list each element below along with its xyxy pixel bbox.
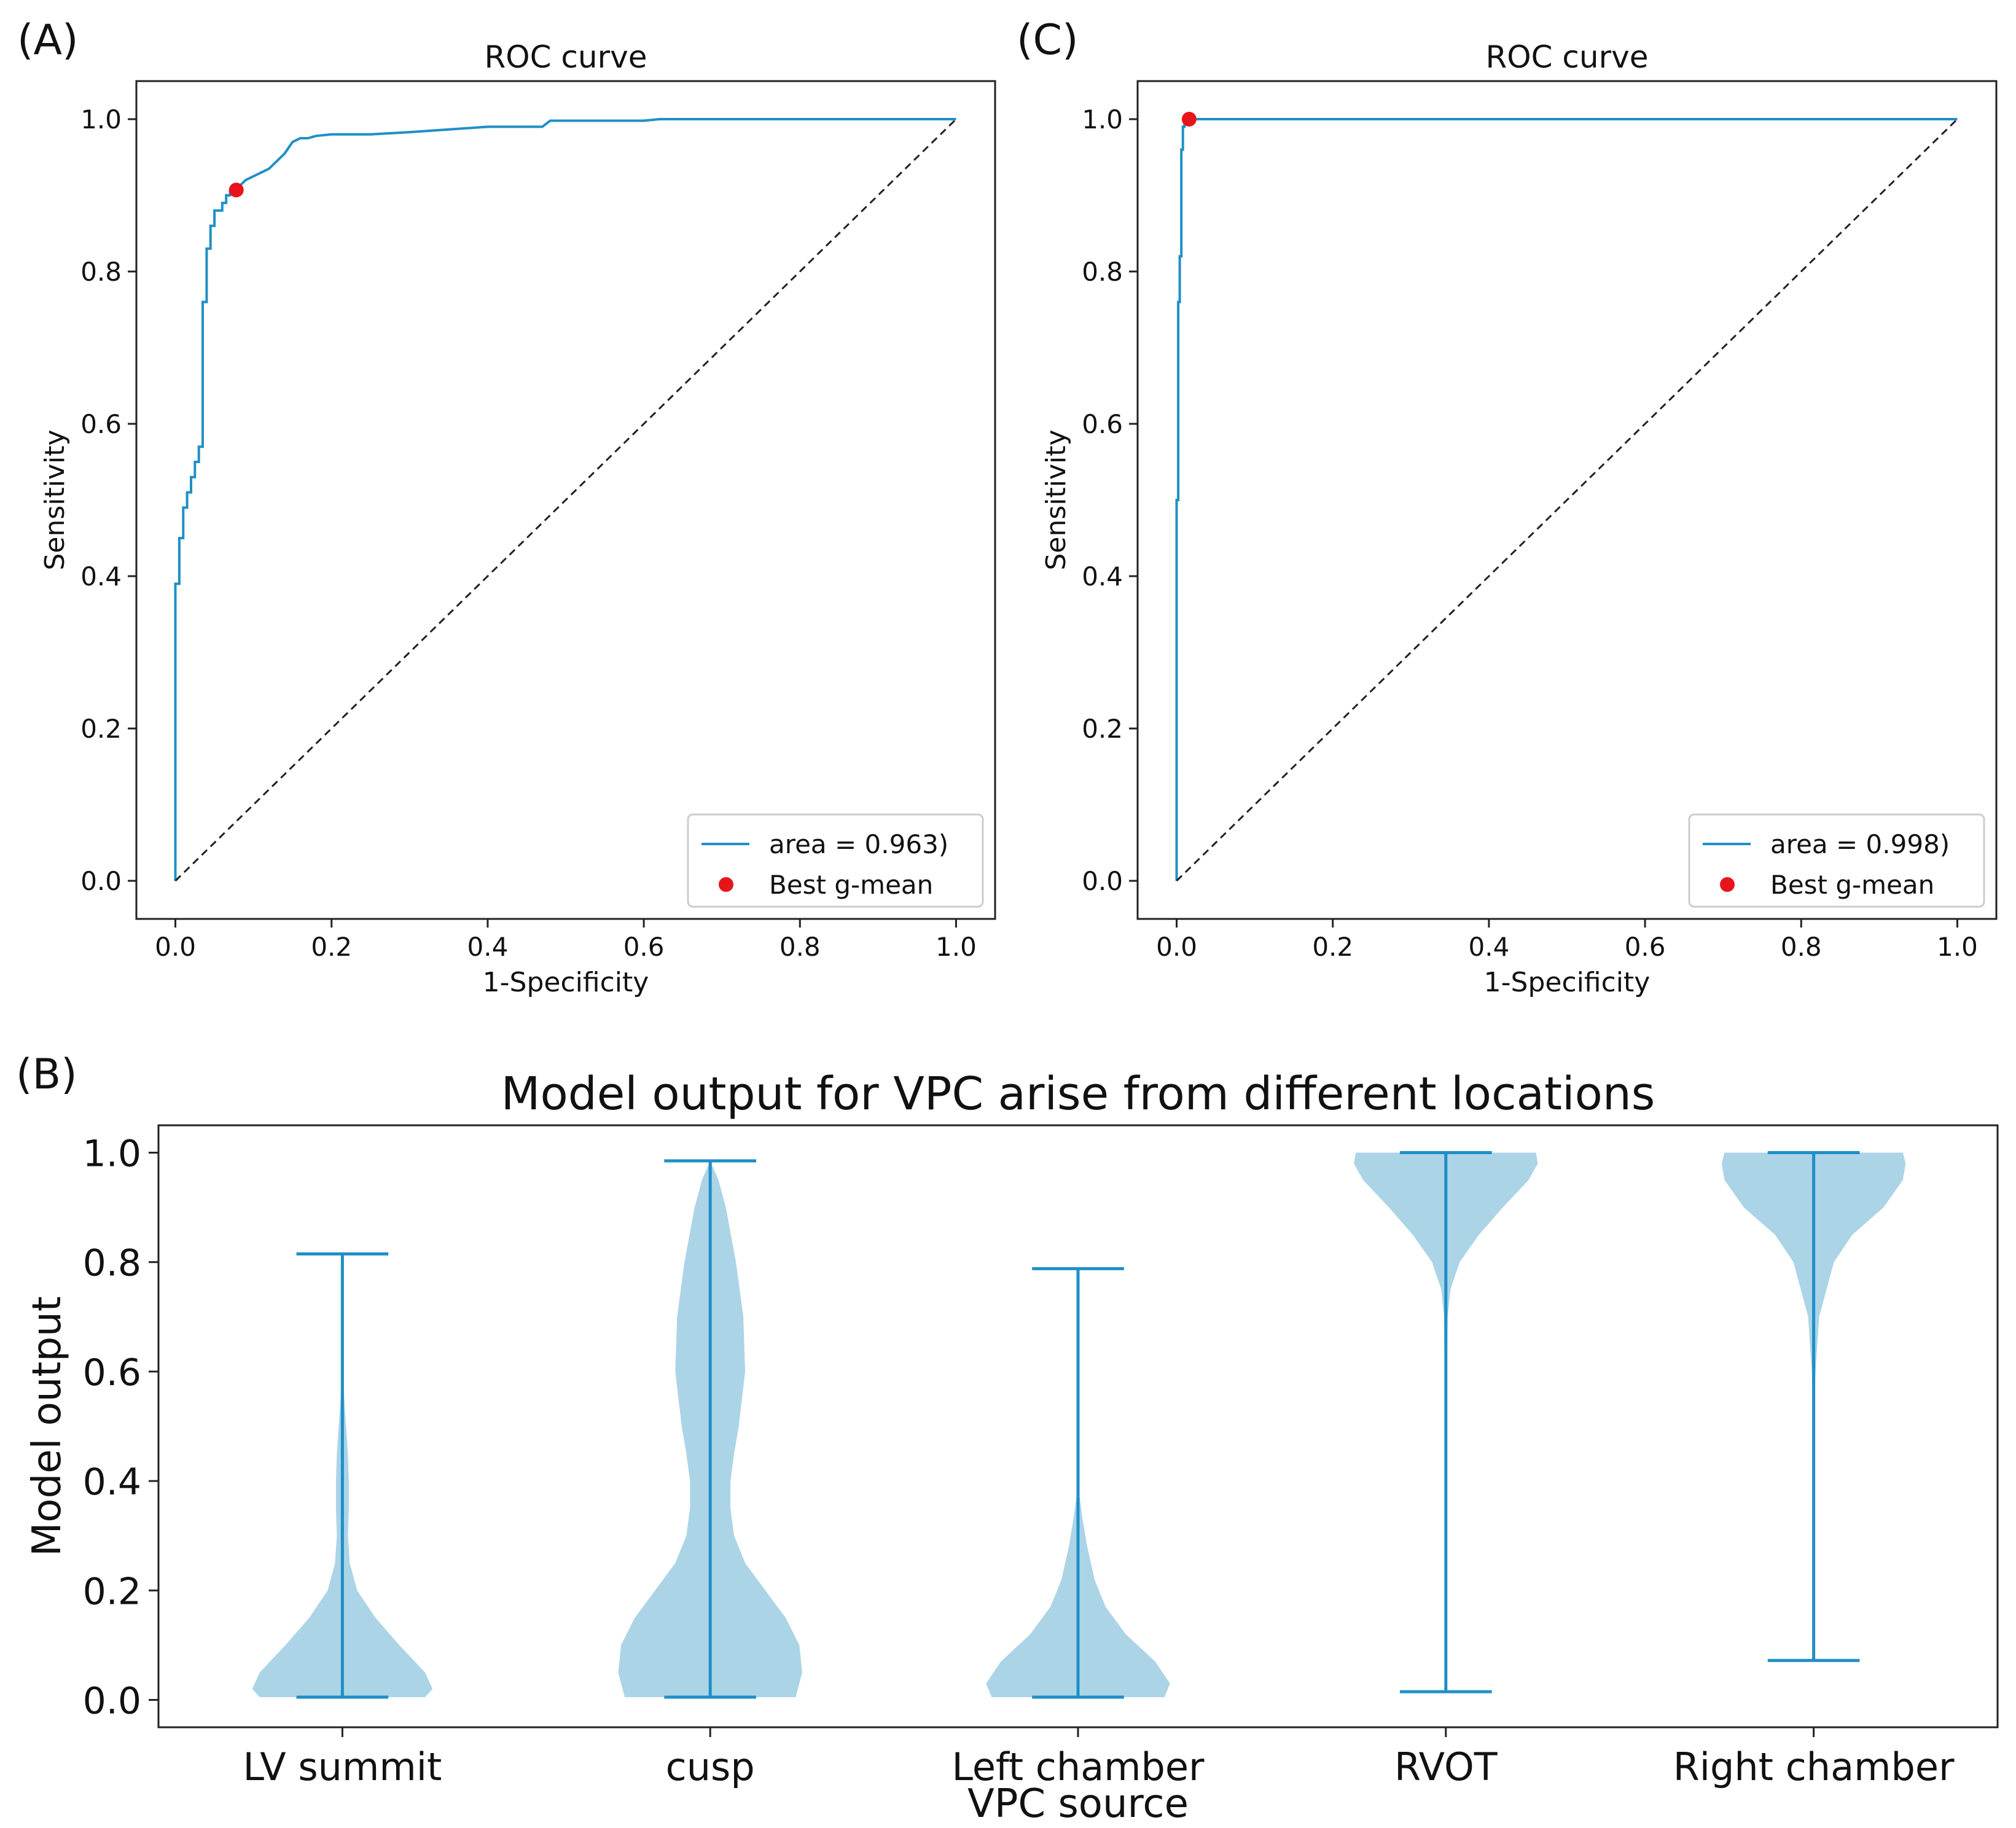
best-gmean-point [229,182,244,198]
y-tick-label: 0.4 [1082,561,1123,592]
x-tick-label: 0.4 [1469,932,1510,962]
best-gmean-point [1181,112,1197,127]
legend-entry-area: area = 0.963) [769,829,948,859]
chart-title: ROC curve [1486,39,1649,75]
y-axis-label: Sensitivity [39,429,71,570]
x-tick-label: 0.6 [623,932,665,962]
chart-title: ROC curve [485,39,647,75]
x-tick-label: 0.4 [467,932,509,962]
plot-frame [1136,80,1998,920]
panel-label-a: (A) [17,16,79,64]
x-tick-label: 0.2 [311,932,352,962]
chance-diagonal-line [174,118,957,882]
y-tick-label: 0.8 [80,257,122,287]
chance-diagonal-line [1176,118,1958,882]
legend-box [687,813,984,908]
y-tick-label: 0.4 [83,1461,141,1504]
roc-chart-c: ROC curve 0.0 0.2 0.4 0.6 0.8 1.0 0.0 0.2 0.4 0.6 0… [1041,39,1998,998]
x-axis-label: 1-Specificity [1484,967,1651,998]
x-tick-label: 0.0 [1156,932,1197,962]
x-tick-label: Right chamber [1673,1744,1955,1789]
x-tick-label: 0.8 [779,932,821,962]
y-axis-label: Sensitivity [1041,429,1072,570]
legend-box [1688,813,1985,908]
y-tick-label: 0.2 [80,714,122,744]
y-tick-label: 0.8 [1082,257,1123,287]
x-tick-label: 0.2 [1312,932,1353,962]
y-tick-label: 1.0 [83,1133,141,1176]
y-tick-label: 0.0 [83,1679,141,1722]
plot-frame [135,80,996,920]
x-tick-label: 1.0 [1937,932,1978,962]
y-tick-label: 0.6 [83,1351,141,1394]
panel-label-c: (C) [1017,16,1079,64]
roc-curve-line [1175,118,1958,881]
y-tick-label: 0.6 [80,409,122,439]
panel-label-b: (B) [16,1050,77,1099]
y-tick-label: 0.8 [83,1242,141,1285]
y-tick-label: 1.0 [1082,104,1123,135]
x-axis-label: VPC source [967,1781,1189,1827]
legend-entry-best: Best g-mean [1770,870,1934,900]
violin-chart-b: Model output for VPC arise from differen… [25,1068,1999,1827]
x-tick-label: 0.0 [155,932,196,962]
x-axis-label: 1-Specificity [483,967,649,998]
x-tick-label: 0.8 [1781,932,1822,962]
y-tick-label: 1.0 [80,104,122,135]
x-tick-label: 1.0 [936,932,977,962]
y-tick-label: 0.2 [1082,714,1123,744]
y-tick-label: 0.6 [1082,409,1123,439]
legend-dot-swatch [1720,877,1735,892]
y-tick-label: 0.0 [80,866,122,896]
x-tick-label: RVOT [1394,1744,1498,1789]
y-axis-label: Model output [25,1296,70,1557]
y-tick-label: 0.4 [80,561,122,592]
x-tick-label: Left chamber [951,1744,1205,1789]
chart-title: Model output for VPC arise from differen… [501,1068,1655,1120]
x-tick-label: 0.6 [1625,932,1666,962]
legend-dot-swatch [719,877,733,892]
legend-entry-area: area = 0.998) [1770,829,1950,859]
legend-entry-best: Best g-mean [769,870,933,900]
x-tick-label: cusp [666,1744,755,1789]
y-tick-label: 0.2 [83,1570,141,1613]
roc-chart-a: ROC curve 0.0 0.2 0.4 0.6 0.8 1.0 0.0 0.2 0.4 0.6 0… [39,39,996,998]
roc-curve-line [174,118,956,881]
x-tick-label: LV summit [243,1744,442,1789]
y-tick-label: 0.0 [1082,866,1123,896]
